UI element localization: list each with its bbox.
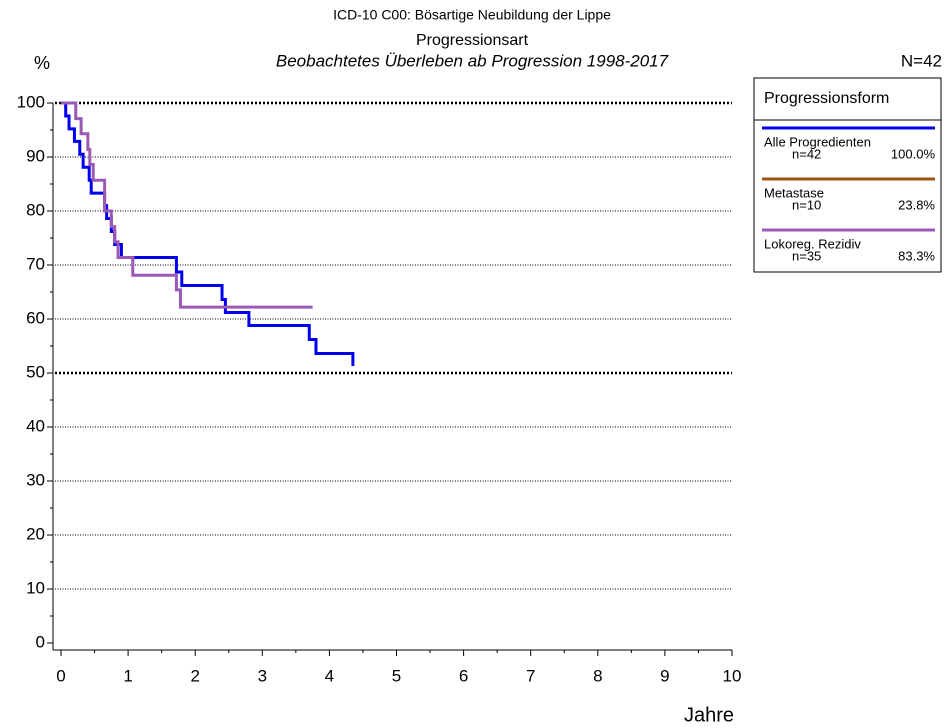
chart-subtitle2: Beobachtetes Überleben ab Progression 19… — [276, 51, 669, 70]
x-tick-label: 1 — [123, 666, 132, 685]
y-tick-label: 0 — [36, 632, 45, 651]
survival-line — [61, 101, 313, 309]
legend-label: Lokoreg. Rezidiv — [764, 236, 861, 251]
y-tick-label: 100 — [17, 92, 45, 111]
legend-percent: 100.0% — [891, 146, 936, 161]
legend-box — [753, 77, 942, 273]
y-tick-label: 40 — [26, 416, 45, 435]
legend-n: n=35 — [792, 248, 821, 263]
y-tick-label: 10 — [26, 578, 45, 597]
y-tick-label: 80 — [26, 200, 45, 219]
legend-n: n=10 — [792, 197, 821, 212]
y-tick-label: 90 — [26, 146, 45, 165]
y-tick-label: 60 — [26, 308, 45, 327]
x-tick-label: 9 — [660, 666, 669, 685]
legend-label: Alle Progredienten — [764, 134, 871, 149]
y-tick-label: 20 — [26, 524, 45, 543]
x-tick-label: 6 — [459, 666, 468, 685]
chart-title: ICD-10 C00: Bösartige Neubildung der Lip… — [333, 7, 611, 23]
y-tick-label: 50 — [26, 362, 45, 381]
legend-title: Progressionsform — [764, 90, 889, 107]
x-axis-label: Jahre — [684, 704, 734, 726]
x-tick-label: 10 — [723, 666, 742, 685]
x-tick-label: 0 — [56, 666, 65, 685]
annotation: N=42 — [901, 51, 942, 70]
x-tick-label: 5 — [392, 666, 401, 685]
y-tick-label: 30 — [26, 470, 45, 489]
chart-subtitle: Progressionsart — [416, 32, 529, 49]
legend-label: Metastase — [764, 185, 824, 200]
survival-line — [61, 101, 355, 366]
x-tick-label: 2 — [190, 666, 199, 685]
y-tick-label: 70 — [26, 254, 45, 273]
x-tick-label: 7 — [526, 666, 535, 685]
x-tick-label: 3 — [258, 666, 267, 685]
x-tick-label: 4 — [325, 666, 334, 685]
legend-n: n=42 — [792, 146, 821, 161]
x-tick-label: 8 — [593, 666, 602, 685]
legend-percent: 23.8% — [898, 197, 935, 212]
legend-percent: 83.3% — [898, 248, 935, 263]
y-axis-label: % — [34, 53, 50, 73]
